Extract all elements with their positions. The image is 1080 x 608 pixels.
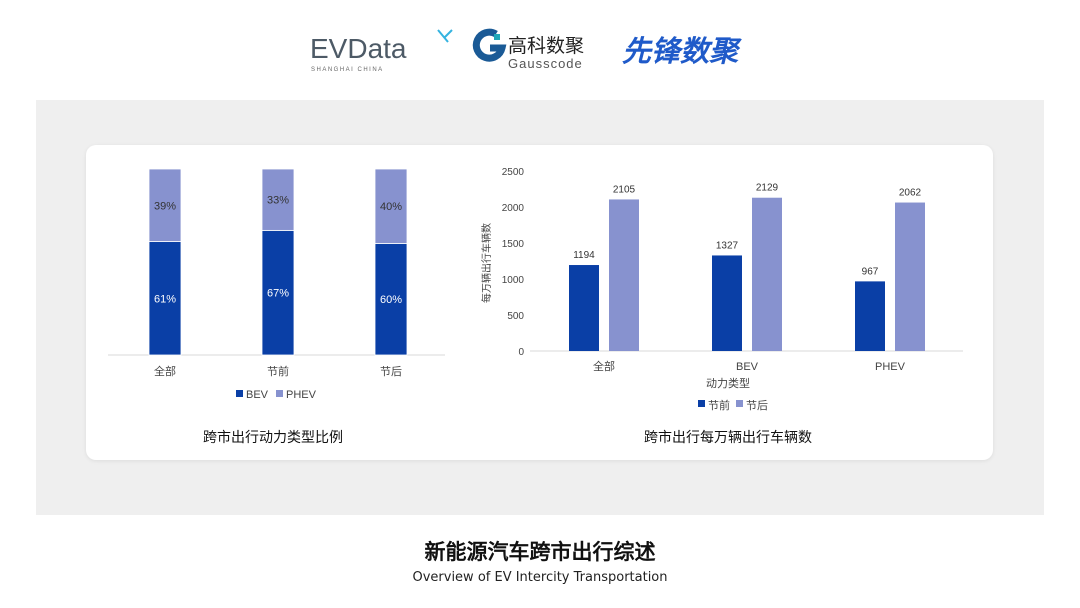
xianfeng-logo: 先锋数聚 [622,36,742,68]
left-chart-title: 跨市出行动力类型比例 [203,429,343,445]
legend-swatch [236,390,243,397]
data-label: 39% [154,200,176,212]
x-tick-label: PHEV [875,361,906,373]
x-tick-label: 节后 [380,365,402,378]
bar-before [855,281,885,351]
y-tick-label: 500 [507,311,524,322]
gausscode-en: Gausscode [508,56,583,71]
bar-before [569,265,599,351]
bar-after [895,202,925,351]
chart-card: 61% 39% 全部 67% 33% 节前 60% 40% 节后 BEV PHEV 0 500 1000… [86,145,993,460]
data-label: 2062 [899,188,922,199]
bar-after [609,199,639,351]
data-label: 60% [380,294,402,306]
gausscode-mark-icon [472,28,507,62]
legend-label: 节后 [746,399,768,412]
evdata-x-icon [437,29,453,43]
legend-label: 节前 [708,398,730,412]
evdata-logo-sub: SHANGHAI CHINA [311,67,384,73]
legend-label: PHEV [286,389,317,401]
stacked-percent-chart: 61% 39% 全部 67% 33% 节前 60% 40% 节后 BEV PHEV [108,168,445,401]
gausscode-cn: 高科数聚 [508,35,584,57]
data-label: 1327 [716,240,739,251]
data-label: 2129 [756,183,779,194]
y-tick-label: 2500 [502,167,525,178]
bar-phev [148,168,182,242]
bar-before [712,255,742,351]
bar-after [752,197,782,351]
grouped-bar-chart: 0 500 1000 1500 2000 2500 1194 2105 全部 1327 2129 BE… [502,167,963,412]
charts-svg: 61% 39% 全部 67% 33% 节前 60% 40% 节后 BEV PHEV 0 500 1000… [108,167,963,445]
data-label: 61% [154,293,176,305]
logos-svg: EVData SHANGHAI CHINA 高科数聚 Gausscode 先锋数… [310,28,742,73]
data-label: 967 [862,266,879,277]
y-tick-label: 1000 [502,275,525,286]
evdata-logo: EVData SHANGHAI CHINA [310,29,453,73]
right-x-axis-label: 动力类型 [706,376,750,390]
y-tick-label: 0 [518,347,524,358]
page-subtitle: Overview of EV Intercity Transportation [412,570,668,585]
x-tick-label: 全部 [154,364,176,378]
gausscode-logo: 高科数聚 Gausscode [472,28,584,71]
legend-swatch [276,390,283,397]
bar-phev [374,168,408,244]
y-tick-label: 2000 [502,203,525,214]
page-title: 新能源汽车跨市出行综述 [424,540,656,564]
data-label: 33% [267,195,289,207]
x-tick-label: 节前 [267,364,289,378]
data-label: 67% [267,288,289,300]
data-label: 2105 [613,184,636,195]
right-chart-title: 跨市出行每万辆出行车辆数 [644,429,812,445]
logo-bar: EVData SHANGHAI CHINA 高科数聚 Gausscode 先锋数… [0,24,1080,74]
y-tick-label: 1500 [502,239,525,250]
legend-label: BEV [246,389,269,401]
legend-swatch [698,400,705,407]
bar-phev [261,168,295,231]
data-label: 40% [380,201,402,213]
x-tick-label: BEV [736,361,759,373]
evdata-logo-text: EVData [310,33,407,64]
bar-bev [148,241,182,356]
x-tick-label: 全部 [593,359,615,373]
legend-swatch [736,400,743,407]
right-y-axis-label: 每万辆出行车辆数 [480,223,493,303]
data-label: 1194 [573,250,595,261]
